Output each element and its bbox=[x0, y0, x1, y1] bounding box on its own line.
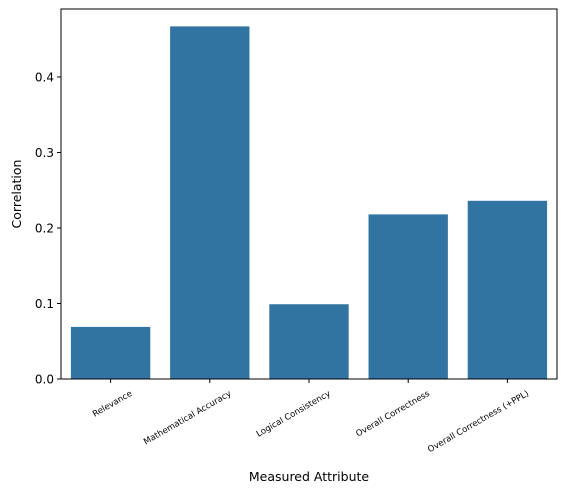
y-tick-label-0: 0.0 bbox=[35, 373, 54, 387]
x-tick-label-2: Logical Consistency bbox=[255, 389, 333, 440]
bar-4 bbox=[467, 200, 548, 379]
x-tick-label-3: Overall Correctness bbox=[354, 389, 432, 440]
bar-3 bbox=[368, 214, 448, 379]
x-tick-label-0: Relevance bbox=[91, 389, 134, 420]
y-tick-label-1: 0.1 bbox=[35, 297, 54, 311]
x-tick-label-4: Overall Correctness (+PPL) bbox=[426, 389, 531, 455]
x-axis-ticks: Relevance Mathematical Accuracy Logical Co… bbox=[91, 379, 531, 455]
bar-1 bbox=[170, 26, 250, 380]
bars-group bbox=[70, 26, 548, 380]
x-axis-label: Measured Attribute bbox=[249, 469, 370, 484]
y-tick-label-3: 0.3 bbox=[35, 146, 54, 160]
y-axis-ticks: 0.0 0.1 0.2 0.3 0.4 bbox=[35, 70, 61, 387]
y-tick-label-2: 0.2 bbox=[35, 221, 54, 235]
x-tick-label-1: Mathematical Accuracy bbox=[142, 389, 233, 447]
y-axis-label: Correlation bbox=[9, 160, 24, 229]
bar-2 bbox=[269, 304, 349, 379]
bar-0 bbox=[70, 326, 151, 379]
y-tick-label-4: 0.4 bbox=[35, 70, 54, 84]
